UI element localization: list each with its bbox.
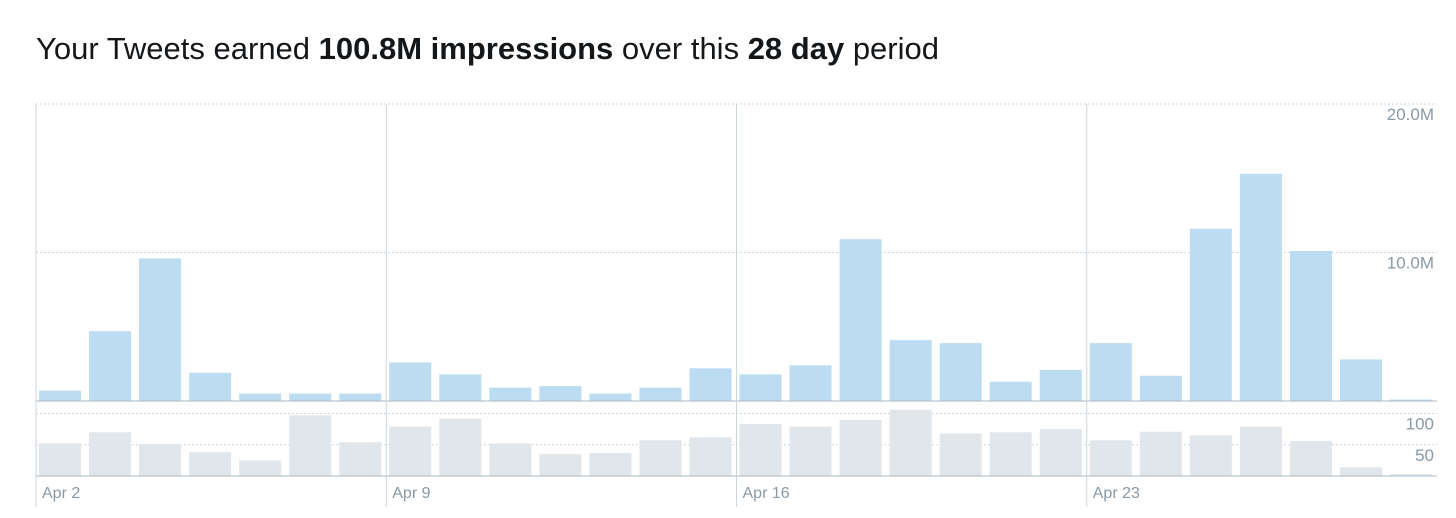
bar (1089, 343, 1132, 401)
bar (339, 442, 382, 476)
bar (489, 387, 532, 401)
bar (1239, 173, 1282, 401)
y-tick-label: 20.0M (1387, 105, 1434, 124)
bar (739, 374, 782, 401)
bar (189, 372, 232, 401)
y-tick-label: 10.0M (1387, 254, 1434, 273)
bar (939, 343, 982, 401)
bar (289, 415, 332, 476)
y-tick-label: 100 (1406, 415, 1434, 434)
bar (89, 331, 132, 401)
bar (989, 381, 1032, 401)
bar (1039, 429, 1082, 476)
title-text: 28 day (748, 31, 845, 66)
bar (139, 444, 182, 476)
bar (839, 239, 882, 401)
bar (1389, 399, 1432, 401)
bar (189, 452, 232, 476)
bar (639, 387, 682, 401)
bar (1189, 228, 1232, 401)
bar (739, 424, 782, 476)
bar (939, 433, 982, 476)
bar (1289, 251, 1332, 401)
bar (1089, 440, 1132, 476)
bar (439, 374, 482, 401)
bar (589, 393, 632, 401)
bar (289, 393, 332, 401)
title-text: over this (613, 31, 747, 66)
bar (839, 419, 882, 476)
bar (1039, 369, 1082, 401)
x-tick-label: Apr 16 (743, 485, 790, 502)
bar (439, 418, 482, 476)
bar (539, 454, 582, 476)
bar (339, 393, 382, 401)
chart-title: Your Tweets earned 100.8M impressions ov… (36, 31, 939, 66)
bar (639, 440, 682, 476)
title-text: 100.8M impressions (319, 31, 614, 66)
bar (1139, 375, 1182, 401)
y-tick-label: 50 (1415, 446, 1434, 465)
bar (889, 409, 932, 476)
bar (389, 362, 432, 401)
bar (239, 393, 282, 401)
x-tick-label: Apr 23 (1093, 485, 1140, 502)
bar (589, 452, 632, 476)
title-text: Your Tweets earned (36, 31, 319, 66)
bar (89, 432, 132, 476)
x-tick-label: Apr 2 (42, 485, 80, 502)
bar (1339, 359, 1382, 401)
bar (389, 426, 432, 476)
bar (1239, 426, 1282, 476)
bar (889, 340, 932, 401)
bar (1389, 474, 1432, 476)
bar (39, 390, 82, 401)
bar (789, 365, 832, 401)
bar (139, 258, 182, 401)
bar (1139, 431, 1182, 476)
title-text: period (844, 31, 939, 66)
bar (1339, 467, 1382, 476)
bar (1289, 441, 1332, 476)
bar (1189, 435, 1232, 476)
bar (989, 432, 1032, 476)
x-tick-label: Apr 9 (392, 485, 430, 502)
bar (539, 386, 582, 401)
bar (39, 443, 82, 476)
bar (789, 426, 832, 476)
bar (689, 437, 732, 476)
bar (239, 460, 282, 476)
bar (489, 443, 532, 476)
bar (689, 368, 732, 401)
